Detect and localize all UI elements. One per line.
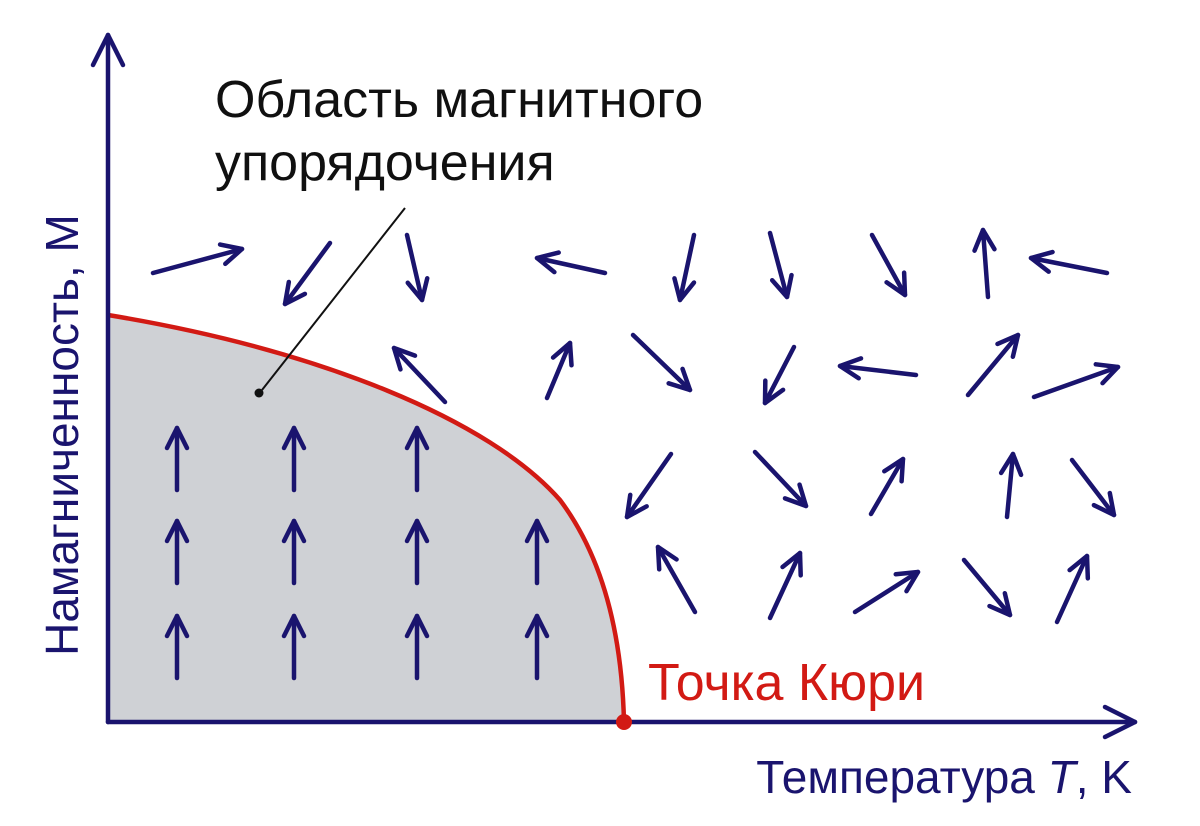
disordered-spin-arrow-icon-head (837, 356, 864, 381)
x-axis-label-suffix: , K (1076, 751, 1133, 803)
disordered-spin-arrow-icon-head (780, 550, 803, 578)
disordered-spin-arrow-icon (1069, 457, 1117, 518)
disordered-spin-arrow-icon-head (972, 227, 997, 253)
ordered-spin-arrow-icon-head (281, 518, 307, 544)
ordered-region (108, 315, 624, 722)
ordered-spin-arrow-icon-head (404, 518, 430, 544)
disordered-spin-arrow-icon-head (672, 276, 697, 303)
disordered-spin-arrow-icon-head (769, 272, 794, 300)
ordered-spin-arrow-icon-head (164, 518, 190, 544)
ordered-spin-arrow-icon-head (404, 425, 430, 451)
disordered-spin-arrow-icon (655, 544, 698, 615)
disordered-spin-arrow-icon-head (1028, 249, 1055, 274)
disordered-spin-arrow-icon (752, 449, 809, 509)
disordered-spin-arrow-icon (767, 230, 790, 300)
disordered-spin-arrow-icon (282, 240, 333, 307)
ordered-spin-arrow-icon-head (281, 613, 307, 639)
disordered-spin-arrow-icon (630, 332, 693, 393)
disordered-spin-arrow-icon (980, 227, 991, 300)
disordered-spin-arrow-icon (391, 345, 448, 405)
disordered-spin-arrow-icon (1031, 364, 1121, 400)
disordered-spin-arrow-icon (1054, 553, 1090, 625)
ordered-spin-arrow-icon-head (281, 425, 307, 451)
disordered-spin-arrow-icon-head (217, 242, 245, 267)
disordered-spin-arrow-icon-head (391, 345, 418, 372)
disordered-spin-arrow-icon (869, 232, 908, 298)
disordered-spin-arrow-icon-head (1093, 362, 1121, 386)
region-label-leader (261, 207, 406, 391)
disordered-spin-arrow-icon-head (534, 250, 561, 275)
x-axis-label-prefix: Температура (756, 751, 1047, 803)
disordered-spin-arrow-icon-head (884, 270, 908, 298)
disordered-spin-arrow-icon (544, 340, 573, 401)
disordered-spin-arrow-icon-head (762, 378, 786, 406)
ordered-spin-arrow-icon-head (164, 425, 190, 451)
region-label-dot (254, 388, 264, 398)
disordered-spin-arrow-icon-head (882, 456, 906, 484)
x-axis-arrowhead (1102, 704, 1138, 740)
magnetization-curve (107, 312, 627, 723)
disordered-spin-arrow-icon (534, 255, 608, 276)
disordered-spin-arrow-icon-head (282, 279, 308, 307)
disordered-spin-arrow-icon (1004, 451, 1016, 520)
disordered-spin-arrow-icon (1028, 255, 1110, 276)
disordered-spin-arrow-icon-head (405, 276, 430, 303)
disordered-spin-arrow-icon-head (1067, 553, 1091, 581)
ordered-spin-arrow-icon-head (164, 613, 190, 639)
x-axis-label-symbol: T (1048, 751, 1079, 803)
disordered-spin-arrow-icon (837, 363, 919, 378)
disordered-spin-arrow-icon (762, 344, 797, 406)
disordered-spin-arrow-icon-head (1091, 490, 1117, 518)
disordered-spin-arrow-icon (624, 451, 674, 520)
disordered-spin-arrow-icon (767, 550, 803, 621)
curie-point-dot (616, 714, 632, 730)
ordered-spin-arrow-icon-head (404, 613, 430, 639)
disordered-spin-arrow-icon-head (995, 332, 1021, 360)
spin-arrows (150, 227, 1121, 681)
disordered-spin-arrow-icon-head (550, 340, 574, 368)
disordered-spin-arrow-icon (852, 569, 921, 615)
disordered-spin-arrow-icon (150, 246, 245, 276)
disordered-spin-arrow-icon (965, 332, 1021, 398)
region-label-line2: упорядочения (215, 134, 555, 192)
disordered-spin-arrow-icon-head (893, 569, 921, 594)
ordered-spin-arrow-icon-head (524, 613, 550, 639)
disordered-spin-arrow-icon-head (998, 451, 1024, 478)
y-axis-label: Намагниченность, M (36, 214, 88, 656)
disordered-spin-arrow-icon (961, 557, 1013, 618)
disordered-spin-arrow-icon-head (782, 482, 809, 509)
disordered-spin-arrow-icon-head (666, 366, 693, 393)
y-axis-arrowhead (90, 32, 126, 68)
curie-point-label: Точка Кюри (648, 654, 925, 712)
disordered-spin-arrow-icon-head (987, 590, 1013, 618)
disordered-spin-arrow-icon-head (655, 544, 679, 572)
disordered-spin-arrow-icon (677, 232, 697, 303)
disordered-spin-arrow-icon (404, 232, 425, 303)
ordered-spin-arrow-icon-head (524, 518, 550, 544)
region-label-line1: Область магнитного (215, 71, 703, 129)
disordered-spin-arrow-icon (868, 456, 906, 517)
disordered-spin-arrow-icon-head (624, 492, 649, 520)
x-axis-label: Температура T, K (756, 751, 1132, 803)
